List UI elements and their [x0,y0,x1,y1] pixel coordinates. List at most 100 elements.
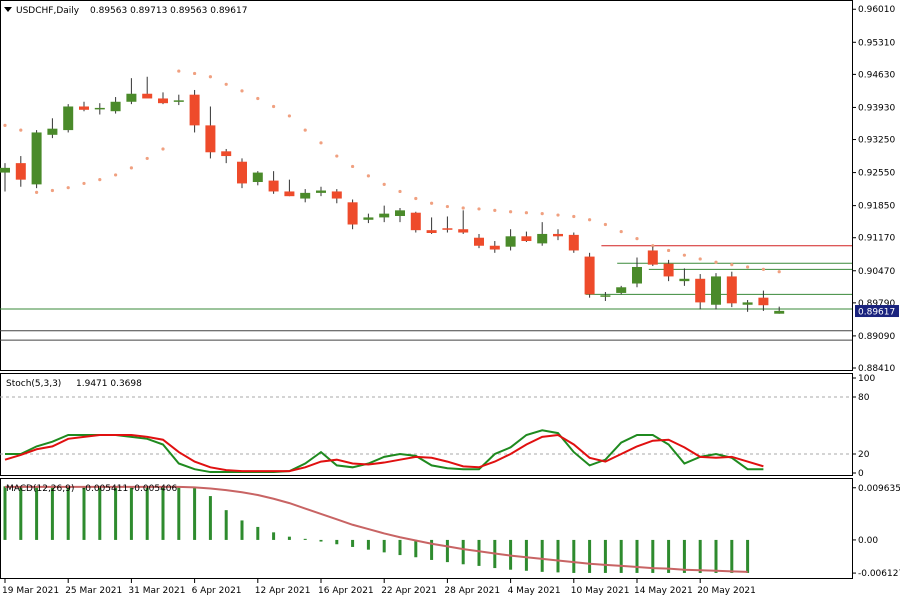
price-tick-label: 0.92550 [858,169,895,179]
macd-hist-bar [320,540,323,542]
macd-hist-bar [478,540,481,566]
candle-bull [253,173,263,182]
chart-header: USDCHF,Daily 0.89563 0.89713 0.89563 0.8… [4,6,247,16]
sar-dot [19,128,22,131]
macd-hist-bar [557,540,560,572]
candle-bull [174,100,184,102]
candle-bear [332,191,342,198]
macd-hist-bar [225,510,228,540]
sar-dot [778,270,781,273]
sar-dot [367,174,370,177]
time-tick-label: 20 May 2021 [697,586,756,596]
macd-hist-bar [588,540,591,573]
candle-bear [16,163,26,180]
candle-bear [553,234,563,236]
macd-hist-bar [730,540,733,573]
price-axis: 0.960100.953100.946300.939300.932500.925… [852,5,895,374]
candle-bull [316,191,326,193]
macd-hist-bar [67,487,70,540]
dropdown-triangle-icon[interactable] [4,7,12,12]
price-tick-label: 0.96010 [858,5,895,15]
stoch-title: Stoch(5,3,3) [6,379,61,389]
macd-hist-bar [288,537,291,540]
price-tick-label: 0.93930 [858,103,895,113]
price-panel-frame [1,1,853,371]
macd-hist-bar [256,527,259,540]
sar-dot [556,213,559,216]
sar-dot [3,124,6,127]
macd-hist-bar [446,540,449,562]
macd-hist-bar [4,486,7,540]
candle-bear [237,162,247,184]
sar-dot [272,105,275,108]
candle-bear [190,95,200,126]
price-tick-label: 0.91170 [858,234,895,244]
macd-hist-bar [193,487,196,540]
macd-hist-bar [335,540,338,544]
sar-dot [635,237,638,240]
sar-dot [35,191,38,194]
macd-hist-bar [114,486,117,540]
sar-dot [572,215,575,218]
time-tick-label: 28 Apr 2021 [444,586,500,596]
candle-bear [458,229,468,232]
candle-bull [111,102,121,111]
price-tick-label: 0.94630 [858,70,895,80]
candle-bear [158,98,168,103]
macd-hist-bar [83,487,86,540]
time-tick-label: 31 Mar 2021 [128,586,185,596]
macd-hist-bar [304,539,307,540]
macd-hist-bar [414,540,417,557]
candle-bull [506,236,516,246]
macd-tick-label: -0.006127 [858,569,900,579]
candle-bull [743,302,753,304]
sar-dot [477,207,480,210]
sar-dot [398,190,401,193]
macd-hist-bar [746,540,749,573]
candle-bear [585,257,595,295]
macd-hist-bar [51,487,54,540]
time-tick-label: 4 May 2021 [508,586,561,596]
price-levels [0,246,852,340]
candlesticks [0,77,784,314]
sar-dot [161,147,164,150]
candle-bull [47,129,57,135]
candle-bull [379,214,389,218]
candle-bear [284,191,294,196]
sar-dot [193,72,196,75]
sar-dot [699,257,702,260]
candle-bull [632,267,642,284]
candle-bull [95,108,105,110]
macd-hist-bar [699,540,702,573]
candle-bear [758,298,768,306]
sar-dot [225,83,228,86]
stoch-header: Stoch(5,3,3) 1.9471 0.3698 [6,379,142,389]
candle-bull [711,276,721,304]
candle-bear [648,250,658,264]
candle-bear [521,236,531,241]
sar-dot [588,218,591,221]
sar-dot [683,254,686,257]
candle-bear [695,279,705,303]
ohlc-values: 0.89563 0.89713 0.89563 0.89617 [90,6,247,16]
sar-dot [288,114,291,117]
symbol-label: USDCHF,Daily [16,6,80,16]
time-tick-label: 25 Mar 2021 [65,586,122,596]
price-tick-label: 0.90470 [858,267,895,277]
candle-bear [221,151,231,156]
sar-dot [414,197,417,200]
time-tick-label: 22 Apr 2021 [381,586,437,596]
candle-bear [664,264,674,277]
sar-dot [240,89,243,92]
macd-title: MACD(12,26,9) [6,484,74,494]
sar-dot [525,211,528,214]
candle-bear [490,246,500,250]
candle-bear [205,125,215,152]
candle-bull [363,217,373,219]
candle-bear [79,106,89,109]
macd-hist-bar [272,532,275,540]
sar-dot [51,189,54,192]
candle-bear [569,235,579,251]
